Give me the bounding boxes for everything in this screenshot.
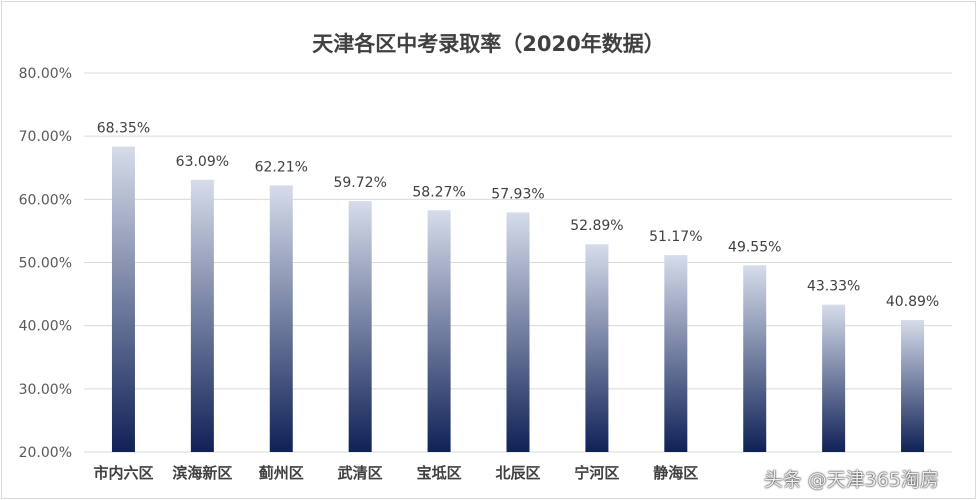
data-label: 62.21% <box>255 159 308 175</box>
bar <box>111 146 135 452</box>
data-label: 52.89% <box>570 218 623 234</box>
data-label: 49.55% <box>728 239 781 255</box>
y-tick-label: 50.00% <box>19 256 72 272</box>
x-tick-label: 市内六区 <box>93 464 153 482</box>
x-tick-label: 滨海新区 <box>172 464 232 482</box>
x-tick-label: 宝坻区 <box>417 464 462 482</box>
chart-title: 天津各区中考录取率（2020年数据） <box>312 32 665 56</box>
bar <box>585 244 609 452</box>
bar <box>664 255 688 452</box>
x-tick-label: 静海区 <box>653 464 698 482</box>
x-tick-label: 宁河区 <box>574 464 619 482</box>
y-tick-label: 60.00% <box>19 192 72 208</box>
bar <box>743 265 767 452</box>
y-tick-label: 20.00% <box>19 445 72 461</box>
bar <box>190 179 214 453</box>
bar <box>427 210 451 452</box>
data-label: 68.35% <box>97 121 150 137</box>
y-tick-label: 40.00% <box>19 319 72 335</box>
bar <box>822 304 846 452</box>
data-label: 43.33% <box>807 279 860 295</box>
bar <box>901 320 925 452</box>
data-label: 63.09% <box>176 154 229 170</box>
data-label: 57.93% <box>491 186 544 202</box>
x-tick-label: 北辰区 <box>495 464 540 482</box>
bar <box>506 212 530 452</box>
data-label: 51.17% <box>649 229 702 245</box>
bar <box>269 185 293 452</box>
bar <box>348 201 372 452</box>
watermark: 头条 @天津365淘房 <box>763 469 939 491</box>
y-tick-label: 70.00% <box>19 129 72 145</box>
x-tick-label: 蓟州区 <box>258 464 304 482</box>
data-label: 58.27% <box>412 184 465 200</box>
x-tick-label: 武清区 <box>338 464 383 482</box>
y-tick-label: 80.00% <box>19 66 72 82</box>
data-label: 59.72% <box>333 175 386 191</box>
data-label: 40.89% <box>886 294 939 310</box>
y-tick-label: 30.00% <box>19 382 72 398</box>
